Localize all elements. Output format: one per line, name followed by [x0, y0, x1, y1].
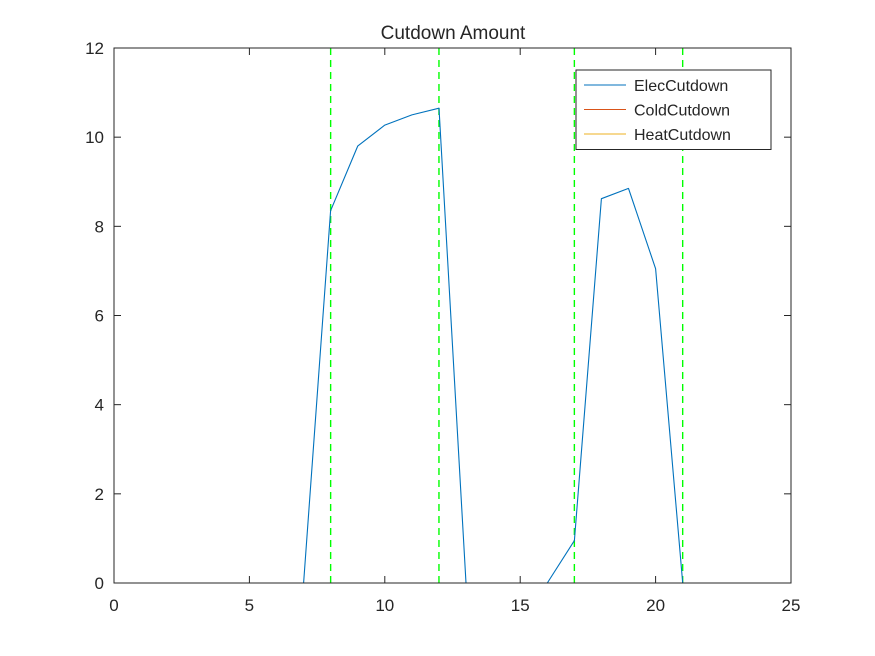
y-tick-label: 8 [95, 217, 104, 236]
x-tick-label: 20 [646, 596, 665, 615]
y-tick-label: 10 [85, 128, 104, 147]
x-tick-label: 10 [375, 596, 394, 615]
x-tick-label: 25 [782, 596, 801, 615]
y-tick-label: 6 [95, 307, 104, 326]
y-tick-label: 2 [95, 485, 104, 504]
x-tick-label: 0 [109, 596, 118, 615]
legend: ElecCutdown ColdCutdown HeatCutdown [575, 69, 772, 150]
legend-label-heatcutdown: HeatCutdown [634, 127, 731, 144]
y-tick-label: 4 [95, 396, 104, 415]
legend-label-coldcutdown: ColdCutdown [634, 103, 730, 120]
x-tick-label: 5 [245, 596, 254, 615]
chart-title: Cutdown Amount [381, 23, 526, 44]
legend-label-eleccutdown: ElecCutdown [634, 78, 728, 95]
x-tick-label: 15 [511, 596, 530, 615]
y-tick-label: 0 [95, 574, 104, 593]
y-tick-label: 12 [85, 39, 104, 58]
